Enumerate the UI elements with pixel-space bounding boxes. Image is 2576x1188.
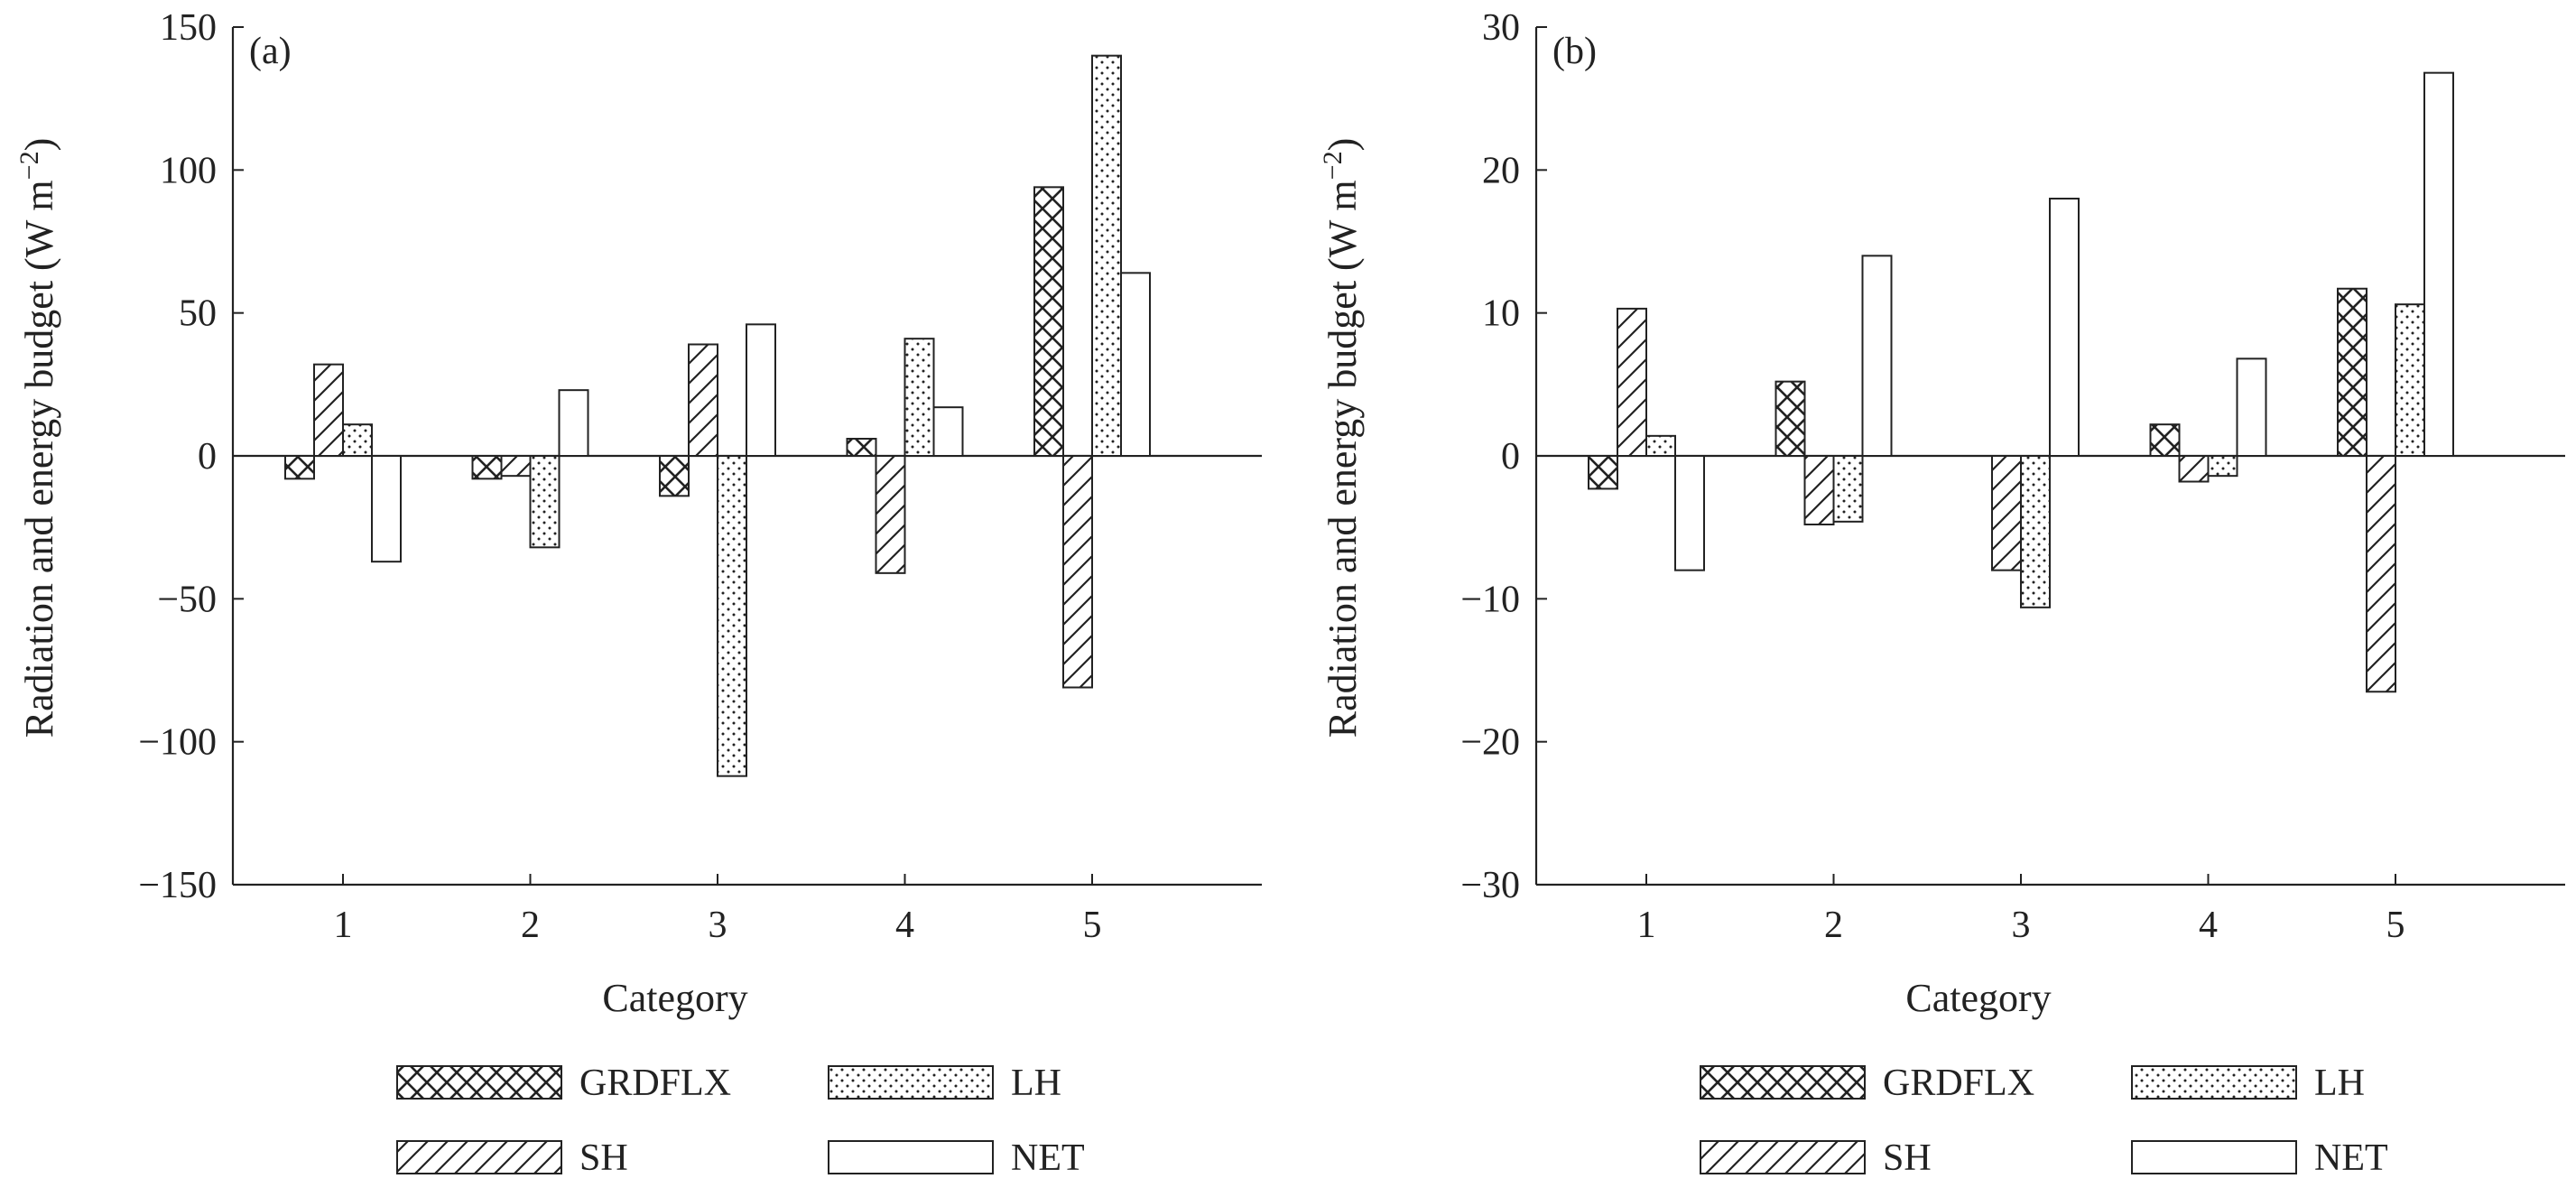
bar-net-1 bbox=[1675, 456, 1704, 571]
y-tick-label: 150 bbox=[160, 7, 217, 49]
y-tick-label: 0 bbox=[1501, 436, 1520, 478]
bar-net-4 bbox=[934, 407, 963, 456]
x-tick-label: 1 bbox=[334, 905, 353, 946]
x-tick-label: 3 bbox=[709, 905, 727, 946]
legend: GRDFLX LH SH NET bbox=[1700, 1063, 2388, 1179]
legend-label-sh: SH bbox=[1883, 1137, 1932, 1179]
bar-grdflx-5 bbox=[1034, 187, 1063, 456]
legend-label-net: NET bbox=[2314, 1137, 2388, 1179]
y-tick-label: 0 bbox=[198, 436, 217, 478]
panel-label: (a) bbox=[249, 31, 292, 72]
legend-label-grdflx: GRDFLX bbox=[1883, 1063, 2034, 1104]
y-tick-label: −20 bbox=[1460, 722, 1520, 764]
bar-net-1 bbox=[372, 456, 401, 562]
bar-lh-5 bbox=[1092, 56, 1121, 456]
y-axis-label: Radiation and energy budget (W m−2) bbox=[1318, 138, 1365, 738]
bar-lh-1 bbox=[343, 424, 372, 456]
bar-sh-5 bbox=[1063, 456, 1092, 688]
legend-swatch-net bbox=[2132, 1141, 2296, 1174]
y-tick-label: 10 bbox=[1482, 293, 1520, 335]
bar-grdflx-4 bbox=[2151, 424, 2180, 456]
legend-swatch-grdflx bbox=[1700, 1066, 1865, 1099]
x-tick-label: 5 bbox=[2386, 905, 2405, 946]
x-tick-label: 1 bbox=[1637, 905, 1656, 946]
legend-label-net: NET bbox=[1011, 1137, 1085, 1179]
y-tick-label: 30 bbox=[1482, 7, 1520, 49]
y-tick-label: −150 bbox=[138, 865, 217, 906]
y-tick-label: −50 bbox=[157, 579, 217, 620]
legend-swatch-sh bbox=[397, 1141, 561, 1174]
x-tick-label: 5 bbox=[1083, 905, 1102, 946]
legend-swatch-sh bbox=[1700, 1141, 1865, 1174]
x-tick-label: 4 bbox=[895, 905, 914, 946]
y-tick-label: 100 bbox=[160, 150, 217, 191]
bar-sh-4 bbox=[2180, 456, 2209, 482]
x-tick-label: 3 bbox=[2012, 905, 2031, 946]
bar-sh-1 bbox=[314, 365, 343, 456]
legend-label-grdflx: GRDFLX bbox=[579, 1063, 731, 1104]
panel-label: (b) bbox=[1552, 31, 1597, 72]
bar-grdflx-1 bbox=[285, 456, 314, 478]
x-tick-label: 2 bbox=[1824, 905, 1843, 946]
bar-net-4 bbox=[2238, 358, 2266, 456]
bar-grdflx-1 bbox=[1589, 456, 1617, 488]
bar-net-2 bbox=[1863, 255, 1892, 456]
legend-swatch-lh bbox=[2132, 1066, 2296, 1099]
legend-label-lh: LH bbox=[1011, 1063, 1061, 1104]
bar-sh-2 bbox=[502, 456, 531, 476]
bar-sh-3 bbox=[689, 345, 718, 457]
bar-lh-4 bbox=[2209, 456, 2238, 476]
x-axis-label: Category bbox=[602, 976, 747, 1020]
legend: GRDFLX LH SH NET bbox=[397, 1063, 1085, 1179]
y-axis-label: Radiation and energy budget (W m−2) bbox=[14, 138, 61, 738]
x-tick-label: 4 bbox=[2199, 905, 2218, 946]
bar-sh-3 bbox=[1992, 456, 2021, 571]
legend-label-sh: SH bbox=[579, 1137, 628, 1179]
legend-swatch-lh bbox=[829, 1066, 993, 1099]
bar-net-3 bbox=[746, 324, 775, 456]
bar-net-2 bbox=[560, 390, 588, 456]
chart-panel-b: 30 20 10 0 −10 −20 −30 1 2 3 4 5 (b) Category Radiatio… bbox=[1318, 7, 2565, 1179]
bar-grdflx-2 bbox=[1776, 382, 1805, 456]
legend-swatch-grdflx bbox=[397, 1066, 561, 1099]
bar-net-5 bbox=[1121, 273, 1150, 456]
bar-grdflx-5 bbox=[2338, 289, 2367, 456]
bar-sh-5 bbox=[2367, 456, 2395, 691]
y-tick-label: −100 bbox=[138, 722, 217, 764]
bar-lh-3 bbox=[718, 456, 746, 776]
bar-sh-1 bbox=[1617, 309, 1646, 456]
bar-lh-4 bbox=[905, 339, 934, 456]
bar-grdflx-4 bbox=[848, 439, 876, 456]
x-axis-label: Category bbox=[1905, 976, 2051, 1020]
bar-lh-3 bbox=[2021, 456, 2050, 608]
y-tick-label: −10 bbox=[1460, 579, 1520, 620]
bar-lh-2 bbox=[1834, 456, 1863, 522]
bar-lh-1 bbox=[1646, 436, 1675, 456]
bar-lh-2 bbox=[531, 456, 560, 547]
bar-sh-2 bbox=[1805, 456, 1834, 524]
bar-net-5 bbox=[2424, 73, 2453, 456]
bar-grdflx-2 bbox=[473, 456, 502, 478]
y-tick-label: −30 bbox=[1460, 865, 1520, 906]
bar-lh-5 bbox=[2395, 304, 2424, 456]
y-tick-label: 50 bbox=[179, 293, 217, 335]
y-tick-label: 20 bbox=[1482, 150, 1520, 191]
bar-grdflx-3 bbox=[660, 456, 689, 496]
chart-panel-a: 150 100 50 0 −50 −100 −150 1 2 3 4 5 (a) Category Radi… bbox=[14, 7, 1262, 1179]
bar-net-3 bbox=[2050, 199, 2079, 456]
legend-swatch-net bbox=[829, 1141, 993, 1174]
legend-label-lh: LH bbox=[2314, 1063, 2365, 1104]
bar-sh-4 bbox=[876, 456, 905, 573]
x-tick-label: 2 bbox=[521, 905, 540, 946]
